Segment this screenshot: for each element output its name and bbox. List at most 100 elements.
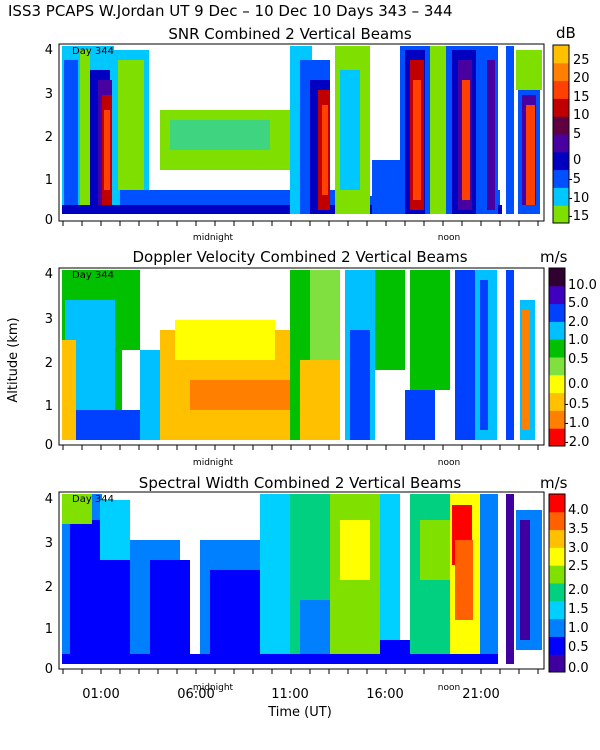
y-tick-label: 4	[45, 492, 53, 507]
x-tick-labels: 01:00 06:00 11:00 16:00 21:00	[82, 687, 499, 702]
colorbar-label: -0.5	[564, 397, 589, 412]
colorbar-swatch	[553, 151, 569, 171]
colorbar-swatch	[553, 80, 569, 99]
colorbar-swatch	[549, 374, 565, 394]
colorbar-label: 0.0	[568, 661, 589, 676]
x-tick-label: 21:00	[462, 687, 499, 702]
colorbar-swatch	[549, 428, 565, 447]
heatmap-doppler	[62, 270, 535, 440]
colorbar-label: -1.0	[564, 416, 589, 431]
plot-frame-snr	[58, 43, 545, 222]
colorbar-label: 0	[573, 153, 581, 168]
colorbar-label: 1.0	[568, 621, 589, 636]
colorbar-label: 15	[573, 90, 590, 105]
colorbar-swatch	[549, 600, 565, 620]
colorbar-swatch	[553, 169, 569, 188]
colorbar-swatch	[549, 303, 565, 322]
colorbar-swatch	[549, 339, 565, 358]
y-tick-label: 1	[45, 622, 53, 637]
colorbar-swatch	[549, 618, 565, 637]
colorbar-labels-spectral-width: 4.0 3.5 3.0 2.5 2.0 1.5 1.0 0.5 0.0	[568, 503, 589, 676]
colorbar-label: 25	[573, 53, 590, 68]
x-tickmarks-snr	[62, 221, 539, 226]
x-tick-label: 01:00	[82, 687, 119, 702]
colorbar-swatch	[549, 547, 565, 566]
y-tick-label: 3	[45, 87, 53, 102]
colorbar-label: 4.0	[568, 503, 589, 518]
colorbar-swatch	[549, 268, 565, 287]
noon-label-spectral-width: noon	[438, 683, 460, 693]
colorbar-spectral-width: m/s 4.0 3.5 3.0 2.5 2.0 1.5 1.0 0.5 0.0	[540, 474, 589, 676]
colorbar-swatch	[549, 511, 565, 531]
midnight-label-doppler: midnight	[193, 458, 234, 468]
colorbar-swatch	[549, 494, 565, 513]
x-tick-label: 11:00	[271, 687, 308, 702]
colorbar-label: 3.0	[568, 541, 589, 556]
x-tickmarks-spectral-width	[62, 669, 539, 674]
colorbar-unit-spectral-width: m/s	[540, 474, 568, 492]
panel-title-snr: SNR Combined 2 Vertical Beams	[168, 25, 411, 43]
y-tick-label: 2	[45, 580, 53, 595]
noon-label-snr: noon	[438, 233, 460, 243]
colorbar-frame	[552, 44, 570, 224]
colorbar-label: 10.0	[568, 278, 597, 293]
colorbar-label: -5	[568, 172, 581, 187]
colorbar-unit-snr: dB	[556, 24, 576, 42]
panel-snr: SNR Combined 2 Vertical Beams	[45, 24, 590, 243]
colorbar-swatch	[553, 62, 569, 82]
panel-spectral-width: Spectral Width Combined 2 Vertical Beams	[45, 474, 589, 720]
colorbar-swatch	[553, 205, 569, 224]
colorbar-swatch	[549, 410, 565, 429]
colorbar-swatch	[549, 583, 565, 602]
colorbar-swatch	[549, 565, 565, 584]
panel-title-spectral-width: Spectral Width Combined 2 Vertical Beams	[139, 474, 462, 492]
y-tick-label: 2	[45, 356, 53, 371]
colorbar-swatch	[549, 529, 565, 548]
y-tick-label: 1	[45, 399, 53, 414]
colorbar-label: 0.5	[568, 352, 589, 367]
panel-doppler: Doppler Velocity Combined 2 Vertical Bea…	[6, 248, 597, 468]
y-tick-label: 4	[45, 43, 53, 58]
midnight-label-spectral-width: midnight	[193, 683, 234, 693]
colorbar-swatch	[553, 98, 569, 117]
colorbar-swatch	[549, 392, 565, 411]
y-ticks-spectral-width: 0 1 2 3 4	[45, 492, 53, 677]
y-tick-label: 2	[45, 130, 53, 145]
colorbar-label: 0.5	[568, 640, 589, 655]
day-label-spectral-width: Day 344	[72, 494, 114, 505]
day-label-snr: Day 344	[72, 46, 114, 57]
colorbar-label: -2.0	[564, 435, 589, 450]
colorbar-doppler: m/s 10.0 5.0 2.0 1.0 0.5 0.0 -0.5 -1.0 -…	[540, 248, 597, 450]
y-ticks-doppler: 0 1 2 3 4	[45, 267, 53, 453]
y-tick-label: 0	[45, 662, 53, 677]
plot-frame-doppler	[58, 267, 545, 446]
colorbar-label: 2.0	[568, 315, 589, 330]
y-tick-label: 3	[45, 312, 53, 327]
y-tick-label: 0	[45, 213, 53, 228]
plot-frame-spectral-width	[58, 491, 545, 670]
x-tickmarks-doppler	[62, 445, 539, 450]
colorbar-swatch	[553, 45, 569, 64]
y-tick-label: 3	[45, 536, 53, 551]
colorbar-frame	[548, 267, 566, 447]
colorbar-labels-snr: 25 20 15 10 5 0 -5 -10 -15	[568, 53, 590, 224]
x-axis-label: Time (UT)	[267, 705, 332, 720]
colorbar-swatch	[553, 134, 569, 153]
colorbar-swatch	[553, 187, 569, 206]
colorbar-label: 5	[573, 127, 581, 142]
day-label-doppler: Day 344	[72, 270, 114, 281]
colorbar-swatch	[553, 116, 569, 135]
colorbar-frame	[548, 493, 566, 673]
y-tick-label: 1	[45, 173, 53, 188]
y-tick-label: 0	[45, 438, 53, 453]
colorbar-swatch	[549, 357, 565, 376]
colorbar-snr: dB 25 20 15 10 5 0 -5 -10 -15	[552, 24, 590, 224]
colorbar-label: 2.5	[568, 559, 589, 574]
y-axis-label: Altitude (km)	[6, 317, 21, 402]
colorbar-swatch	[549, 654, 565, 673]
colorbar-label: -10	[568, 191, 589, 206]
colorbar-swatch	[549, 321, 565, 340]
colorbar-swatch	[549, 636, 565, 655]
x-tick-label: 06:00	[177, 687, 214, 702]
